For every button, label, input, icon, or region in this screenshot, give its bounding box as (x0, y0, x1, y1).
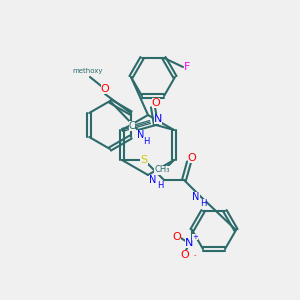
Text: N: N (154, 114, 162, 124)
Text: CH₃: CH₃ (154, 166, 170, 175)
Text: N: N (137, 130, 145, 140)
Text: +: + (192, 234, 198, 240)
Text: N: N (185, 238, 193, 248)
Text: -: - (194, 252, 196, 258)
Text: O: O (152, 98, 160, 108)
Text: O: O (181, 250, 189, 260)
Text: O: O (100, 84, 109, 94)
Text: H: H (143, 136, 149, 146)
Text: H: H (200, 199, 206, 208)
Text: O: O (188, 153, 196, 163)
Text: S: S (140, 155, 148, 165)
Text: N: N (192, 192, 200, 202)
Text: F: F (184, 62, 190, 72)
Text: methoxy: methoxy (73, 68, 103, 74)
Text: O: O (172, 232, 182, 242)
Text: N: N (149, 175, 157, 185)
Text: C: C (129, 121, 135, 131)
Text: H: H (157, 181, 163, 190)
